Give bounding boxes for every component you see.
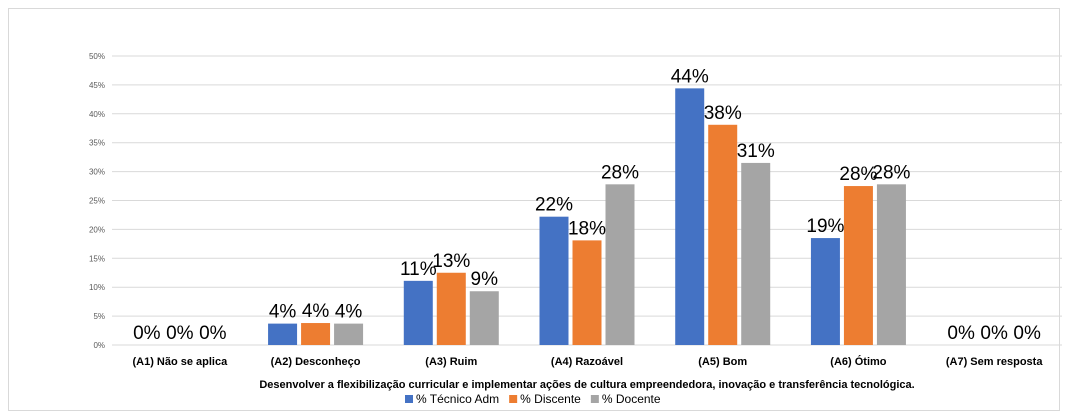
y-tick-label: 50% xyxy=(89,52,105,61)
y-tick-label: 30% xyxy=(89,168,105,177)
y-tick-label: 25% xyxy=(89,197,105,206)
data-label: 0% xyxy=(980,323,1008,344)
legend-swatch xyxy=(405,395,413,403)
category-label: (A7) Sem resposta xyxy=(946,356,1043,368)
legend-swatch xyxy=(590,395,599,403)
data-label: 11% xyxy=(400,259,437,280)
legend-swatch xyxy=(509,395,518,403)
data-label: 31% xyxy=(737,141,775,162)
data-label: 0% xyxy=(1013,323,1041,344)
bar xyxy=(469,291,499,345)
data-label: 13% xyxy=(432,251,470,272)
data-label: 19% xyxy=(806,216,844,237)
y-tick-label: 20% xyxy=(89,225,105,234)
y-tick-label: 40% xyxy=(89,110,105,119)
data-label: 38% xyxy=(704,103,742,124)
category-label: (A6) Ótimo xyxy=(830,355,887,368)
data-label: 0% xyxy=(947,323,975,344)
category-label: (A2) Desconheço xyxy=(271,356,361,368)
data-label: 18% xyxy=(568,218,606,239)
y-tick-label: 15% xyxy=(89,254,105,263)
data-labels: 0% 0% 0%4% 4% 4%11%13%9%22%18%28%44%38%31%19… xyxy=(133,66,1041,344)
y-tick-label: 5% xyxy=(93,312,105,321)
data-label: 0% xyxy=(166,323,194,344)
y-tick-label: 35% xyxy=(89,139,105,148)
bar xyxy=(436,272,466,345)
data-label: 0% xyxy=(199,323,227,344)
bar xyxy=(843,186,873,345)
legend-label: % Técnico Adm xyxy=(416,392,499,406)
data-label: 44% xyxy=(671,66,709,87)
category-label: (A5) Bom xyxy=(698,356,747,368)
bar xyxy=(675,88,705,346)
y-tick-label: 0% xyxy=(93,341,105,350)
bar xyxy=(334,323,364,345)
legend-label: % Discente xyxy=(520,392,581,406)
data-label: 9% xyxy=(471,269,499,290)
category-label: (A3) Ruim xyxy=(425,356,477,368)
category-label: (A4) Razoável xyxy=(551,356,623,368)
data-label: 28% xyxy=(839,164,877,185)
bar xyxy=(539,216,569,345)
bar xyxy=(876,184,906,345)
y-axis-ticks: 0% 5% 10% 15% 20% 25% 30% 35% 40% 45% 50% xyxy=(89,52,105,350)
x-axis-categories: (A1) Não se aplica (A2) Desconheço (A3) Ru… xyxy=(132,355,1043,368)
bar xyxy=(301,323,331,345)
bar xyxy=(810,238,840,345)
y-tick-label: 45% xyxy=(89,81,105,90)
bar xyxy=(708,124,738,345)
bars xyxy=(268,88,906,346)
data-label: 22% xyxy=(535,195,573,216)
data-label: 28% xyxy=(601,162,639,183)
bar xyxy=(403,280,433,345)
data-label: 28% xyxy=(872,162,910,183)
category-label: (A1) Não se aplica xyxy=(132,356,228,368)
data-label: 4% xyxy=(302,301,330,322)
data-label: 4% xyxy=(335,302,363,323)
data-label: 4% xyxy=(269,302,297,323)
data-label: 0% xyxy=(133,323,161,344)
bar xyxy=(605,184,635,345)
y-tick-label: 10% xyxy=(89,283,105,292)
legend: % Técnico Adm % Discente % Docente xyxy=(405,392,661,406)
bar xyxy=(741,162,771,345)
x-axis-title: Desenvolver a flexibilização curricular … xyxy=(259,379,914,391)
legend-label: % Docente xyxy=(602,392,661,406)
bar xyxy=(268,323,298,345)
bar xyxy=(572,240,602,345)
